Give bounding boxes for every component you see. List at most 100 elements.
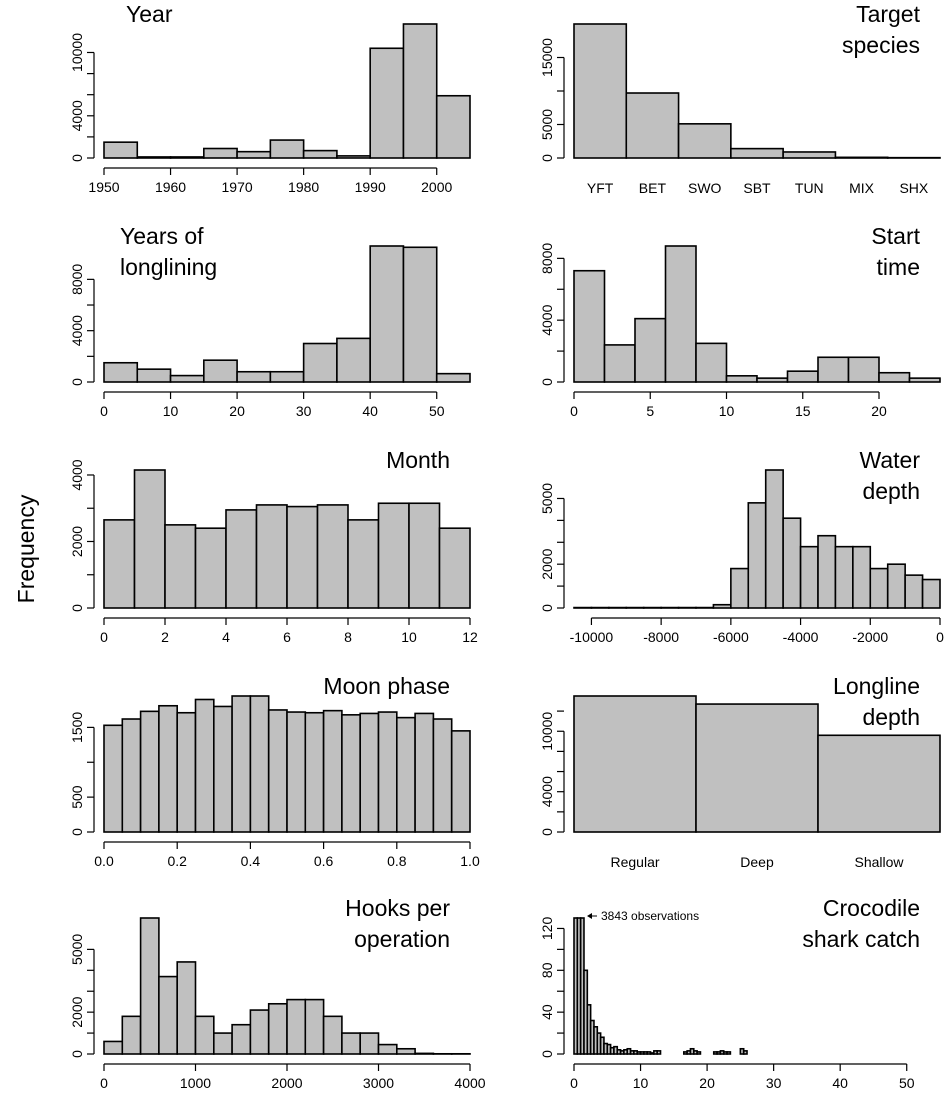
bar <box>782 517 802 609</box>
bar <box>817 534 837 609</box>
y-tick-label: 2000 <box>69 526 85 557</box>
bar <box>322 709 343 833</box>
panel-title: Water <box>860 447 921 473</box>
bar <box>103 724 124 833</box>
bar <box>817 356 850 383</box>
bar <box>158 704 178 833</box>
category-label: Shallow <box>854 854 904 870</box>
bar <box>852 545 872 609</box>
bar <box>236 370 272 383</box>
y-tick-label: 0 <box>69 378 85 386</box>
bar <box>231 695 252 833</box>
bar <box>286 505 319 609</box>
x-tick-label: -2000 <box>852 629 888 645</box>
bar <box>747 502 767 609</box>
annotation-text: 3843 observations <box>601 909 699 923</box>
x-tick-label: 0.8 <box>387 853 407 869</box>
category-label: Regular <box>610 854 659 870</box>
panel-year: 1950 1960 1970 1980 1990 2000 0 4000 10000 Year <box>69 1 471 195</box>
bar <box>377 1043 398 1055</box>
y-tick-label: 8000 <box>69 264 85 295</box>
bar <box>336 155 371 159</box>
x-tick-label: 0 <box>100 1075 108 1091</box>
y-tick-label: 0 <box>69 154 85 162</box>
panel-water_depth: -10000 -8000 -6000 -4000 -2000 0 0 2000 5000 Wate… <box>539 447 944 645</box>
panel-target_species: YFT BET SWO SBT TUN MIX SHX 0 5000 15000 Target spe… <box>539 1 941 196</box>
bar <box>438 527 471 609</box>
y-tick-label: 40 <box>539 1004 555 1020</box>
bar <box>395 716 416 833</box>
y-tick-label: 5000 <box>539 109 555 140</box>
bar <box>213 1032 233 1055</box>
bar <box>133 469 166 609</box>
bar <box>359 1032 380 1055</box>
y-tick-label: 2000 <box>539 548 555 579</box>
x-tick-label: 0.6 <box>314 853 334 869</box>
y-tick-label: 10000 <box>539 712 555 751</box>
x-tick-label: 50 <box>899 1075 915 1091</box>
bar <box>103 519 136 609</box>
bar <box>414 1052 435 1055</box>
x-tick-label: 1.0 <box>460 853 480 869</box>
bar <box>377 711 398 833</box>
bar <box>756 377 789 383</box>
y-tick-label: 4000 <box>69 315 85 346</box>
panel-title: Years of <box>120 223 204 249</box>
figure-y-axis-label: Frequency <box>13 494 39 603</box>
bar <box>369 245 405 383</box>
bar <box>225 509 258 609</box>
x-tick-label: 20 <box>871 403 887 419</box>
bar <box>435 372 471 383</box>
y-tick-label: 0 <box>539 154 555 162</box>
bar <box>369 47 405 159</box>
panel-moon_phase: 0.0 0.2 0.4 0.6 0.8 1.0 0 500 1500 Moon phase <box>69 673 480 869</box>
panel-title: depth <box>862 478 920 504</box>
bar <box>164 524 197 609</box>
bar <box>695 703 819 833</box>
x-tick-label: 0.2 <box>167 853 187 869</box>
bar <box>908 377 941 383</box>
y-tick-label: 8000 <box>539 243 555 274</box>
bar <box>834 545 854 609</box>
bar <box>799 545 819 609</box>
y-tick-label: 10000 <box>69 33 85 72</box>
bar <box>194 1015 215 1055</box>
panel-title: Crocodile <box>823 895 920 921</box>
bar <box>573 23 628 159</box>
y-tick-label: 15000 <box>539 38 555 77</box>
panel-title: Month <box>386 447 450 473</box>
bar <box>121 1015 142 1055</box>
bar <box>302 149 338 159</box>
bar <box>194 698 215 833</box>
bar <box>336 337 371 383</box>
bar <box>656 1050 662 1055</box>
x-tick-label: 0 <box>936 629 944 645</box>
bar <box>921 578 941 609</box>
bar <box>136 368 172 383</box>
bar <box>377 502 410 609</box>
x-tick-label: 50 <box>429 403 445 419</box>
x-tick-label: 30 <box>296 403 312 419</box>
x-tick-label: 1950 <box>88 179 119 195</box>
bar <box>696 1051 702 1055</box>
panel-title: operation <box>354 926 450 952</box>
x-tick-label: 8 <box>344 629 352 645</box>
bar <box>695 342 728 383</box>
panel-title: Longline <box>833 673 920 699</box>
x-tick-label: 30 <box>766 1075 782 1091</box>
x-tick-label: 12 <box>462 629 478 645</box>
bar <box>249 1009 270 1055</box>
x-tick-label: 2 <box>161 629 169 645</box>
bar <box>169 374 205 383</box>
category-label: MIX <box>849 180 875 196</box>
bar <box>634 317 667 383</box>
x-tick-label: -8000 <box>643 629 679 645</box>
x-tick-label: 1990 <box>355 179 386 195</box>
y-tick-label: 0 <box>539 828 555 836</box>
bar <box>603 344 636 383</box>
panel-crocodile_shark_catch: 0 10 20 30 40 50 0 40 80 120 Crocodile shark catch 3… <box>539 895 920 1091</box>
y-tick-label: 0 <box>539 604 555 612</box>
bar <box>169 156 205 159</box>
bar <box>817 734 941 833</box>
